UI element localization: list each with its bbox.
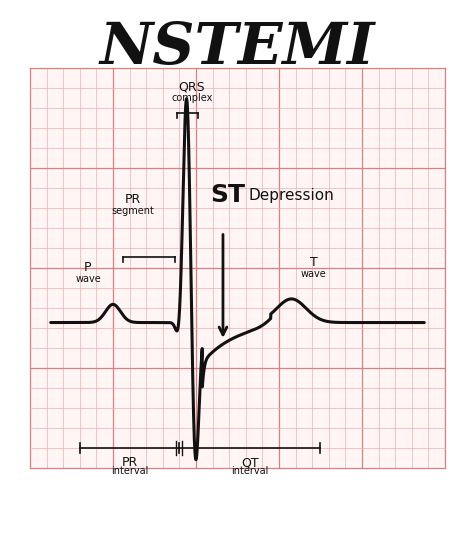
Text: PR: PR (121, 456, 138, 469)
Text: ST: ST (210, 183, 246, 207)
Text: QT: QT (241, 456, 259, 469)
Text: T: T (310, 256, 317, 269)
Text: P: P (84, 261, 92, 275)
Text: NSTEMI: NSTEMI (100, 20, 374, 76)
Text: wave: wave (301, 269, 326, 279)
Text: interval: interval (111, 466, 148, 476)
Text: wave: wave (75, 275, 101, 285)
Text: PR: PR (125, 193, 141, 206)
Text: complex: complex (171, 93, 212, 103)
Text: QRS: QRS (179, 80, 205, 93)
Text: segment: segment (112, 206, 155, 216)
Text: Depression: Depression (248, 188, 334, 203)
Text: interval: interval (231, 466, 269, 476)
Bar (30, 68, 445, 468)
